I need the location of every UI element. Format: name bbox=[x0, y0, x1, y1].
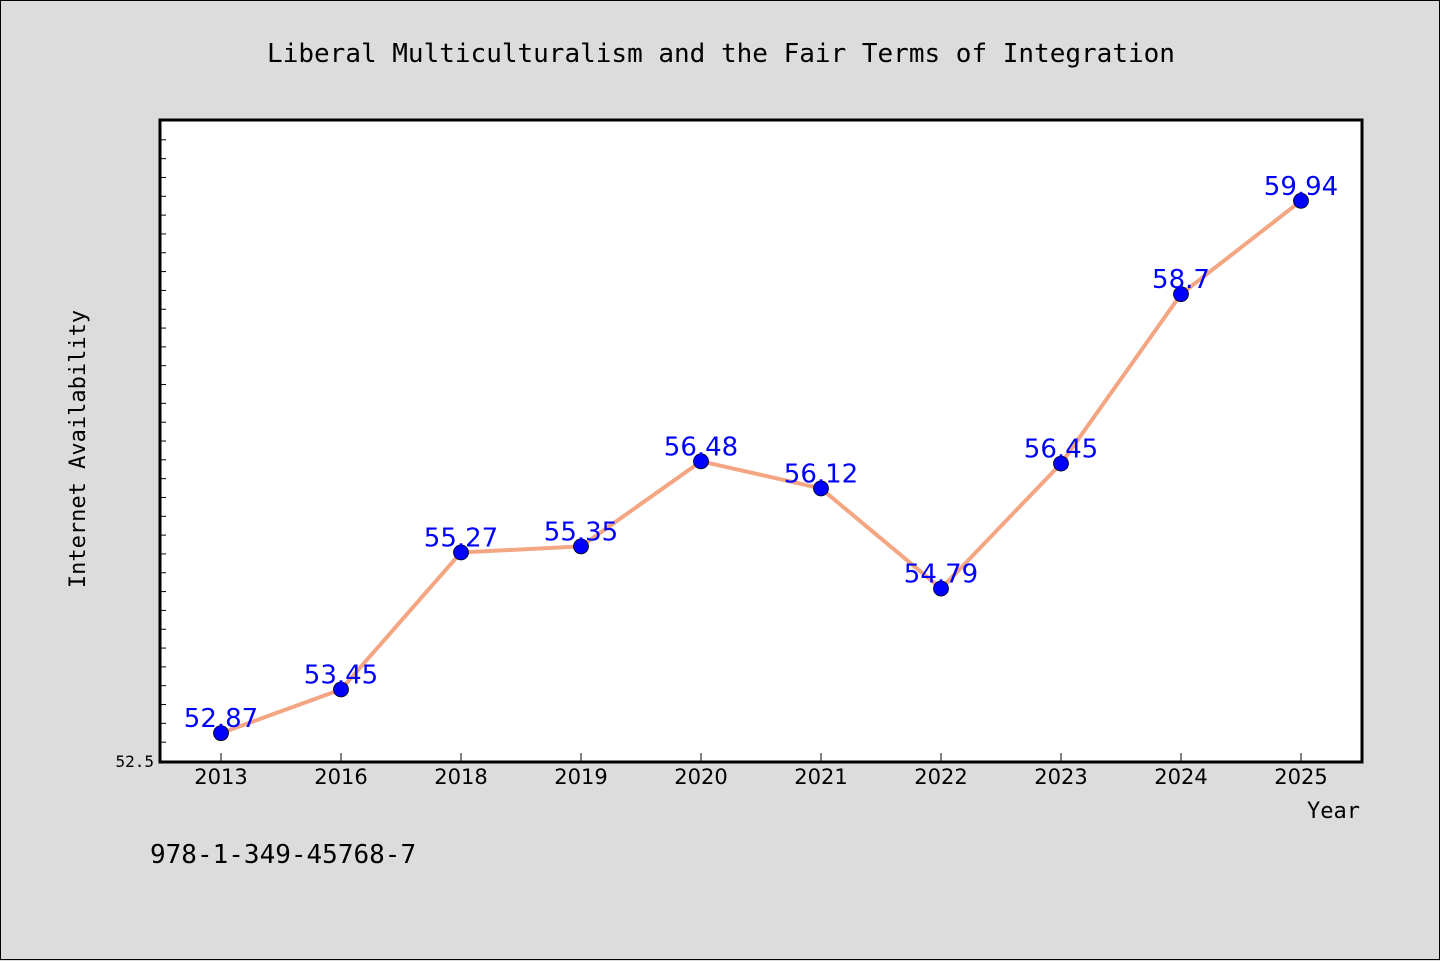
x-tick-label: 2024 bbox=[1154, 765, 1207, 789]
x-tick-label: 2023 bbox=[1034, 765, 1087, 789]
data-point bbox=[573, 538, 589, 555]
data-point bbox=[453, 544, 469, 561]
data-label: 56.45 bbox=[1024, 435, 1098, 465]
data-label: 53.45 bbox=[304, 660, 378, 690]
data-label: 56.48 bbox=[664, 432, 738, 462]
x-tick-label: 2013 bbox=[194, 765, 247, 789]
x-tick-label: 2016 bbox=[314, 765, 367, 789]
data-label: 59.94 bbox=[1264, 172, 1338, 202]
x-tick-label: 2020 bbox=[674, 765, 727, 789]
data-label: 55.27 bbox=[424, 523, 498, 553]
series-line bbox=[220, 199, 1303, 736]
data-point bbox=[213, 725, 229, 742]
x-tick-label: 2021 bbox=[794, 765, 847, 789]
x-tick-label: 2022 bbox=[914, 765, 967, 789]
data-point bbox=[1293, 192, 1309, 209]
y-axis-ticks bbox=[161, 120, 166, 762]
data-label: 56.12 bbox=[784, 459, 858, 489]
data-point bbox=[1173, 286, 1189, 303]
data-label: 55.35 bbox=[544, 517, 618, 547]
data-point bbox=[1053, 455, 1069, 472]
data-label: 54.79 bbox=[904, 560, 978, 590]
y-tick-label: 52.5 bbox=[115, 752, 154, 771]
isbn-text: 978-1-349-45768-7 bbox=[150, 840, 416, 870]
plot-area bbox=[158, 118, 1364, 764]
data-point bbox=[813, 480, 829, 497]
data-label: 58.7 bbox=[1152, 265, 1210, 295]
data-labels: 52.87 53.45 55.27 55.35 56.48 56.12 54.79 56.45… bbox=[184, 172, 1338, 734]
x-tick-label: 2018 bbox=[434, 765, 487, 789]
y-axis-tick-labels: 52.5 bbox=[115, 752, 154, 771]
data-point bbox=[333, 681, 349, 698]
x-axis-ticks bbox=[220, 753, 1302, 761]
data-point bbox=[693, 453, 709, 470]
chart-title: Liberal Multiculturalism and the Fair Te… bbox=[267, 39, 1175, 69]
data-point bbox=[933, 580, 949, 597]
x-tick-label: 2019 bbox=[554, 765, 607, 789]
x-tick-label: 2025 bbox=[1274, 765, 1327, 789]
data-label: 52.87 bbox=[184, 704, 258, 734]
x-axis-label: Year bbox=[1307, 799, 1360, 824]
series-markers bbox=[213, 192, 1309, 742]
y-axis-label: Internet Availability bbox=[66, 310, 91, 588]
x-axis-tick-labels: 2013 2016 2018 2019 2020 2021 2022 2023 2024 2025 bbox=[194, 765, 1327, 789]
